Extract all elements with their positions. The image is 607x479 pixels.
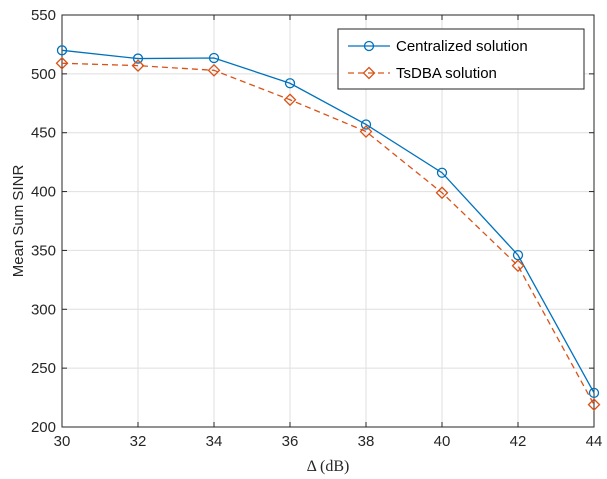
x-tick-label: 32 [130, 433, 147, 450]
data-point-circle [208, 52, 220, 64]
series-1 [56, 45, 600, 399]
x-tick-label: 38 [358, 433, 375, 450]
data-point-circle [436, 167, 448, 178]
x-tick-label: 30 [54, 433, 71, 450]
y-tick-label: 200 [31, 419, 56, 436]
data-point-diamond [207, 63, 221, 77]
y-tick-label: 350 [31, 242, 56, 259]
data-point-diamond [435, 186, 449, 200]
x-tick-label: 36 [282, 433, 299, 450]
y-axis-label: Mean Sum SINR [10, 165, 27, 278]
data-point-circle [56, 45, 68, 56]
axes [61, 14, 595, 428]
y-tick-label: 400 [31, 184, 56, 201]
data-point-circle [363, 40, 375, 52]
legend-entry-1: Centralized solution [348, 38, 528, 55]
y-tick-label: 250 [31, 360, 56, 377]
data-point-diamond [511, 259, 525, 273]
data-point-diamond [362, 66, 376, 80]
x-tick-label: 34 [206, 433, 223, 450]
data-point-circle [360, 119, 372, 130]
x-tick-label: 40 [434, 433, 451, 450]
data-point-circle [588, 387, 600, 399]
x-tick-label: 42 [510, 433, 527, 450]
y-tick-label: 550 [31, 7, 56, 24]
legend-box [337, 28, 585, 90]
data-point-diamond [359, 125, 373, 138]
legend-label: Centralized solution [396, 38, 528, 55]
y-tick-label: 500 [31, 66, 56, 83]
legend-label: TsDBA solution [396, 65, 497, 82]
legend: Centralized solution TsDBA solution [337, 28, 585, 90]
data-point-diamond [587, 398, 601, 412]
data-point-circle [132, 53, 144, 64]
x-axis-label: Δ (dB) [307, 458, 350, 475]
axes-box [61, 14, 595, 428]
series-line [61, 49, 595, 394]
data-point-diamond [131, 59, 145, 73]
data-point-diamond [55, 56, 69, 70]
series-line [61, 62, 595, 405]
y-tick-labels: 200 250 300 350 400 450 500 550 [31, 7, 56, 436]
x-tick-label: 44 [586, 433, 603, 450]
y-tick-label: 300 [31, 301, 56, 318]
data-point-circle [284, 78, 296, 89]
legend-entry-2: TsDBA solution [348, 65, 497, 82]
x-tick-labels: 30 32 34 36 38 40 42 44 [54, 433, 603, 450]
series-2 [55, 56, 601, 412]
series-layer [55, 45, 601, 412]
data-point-diamond [283, 93, 297, 107]
y-tick-label: 450 [31, 125, 56, 142]
